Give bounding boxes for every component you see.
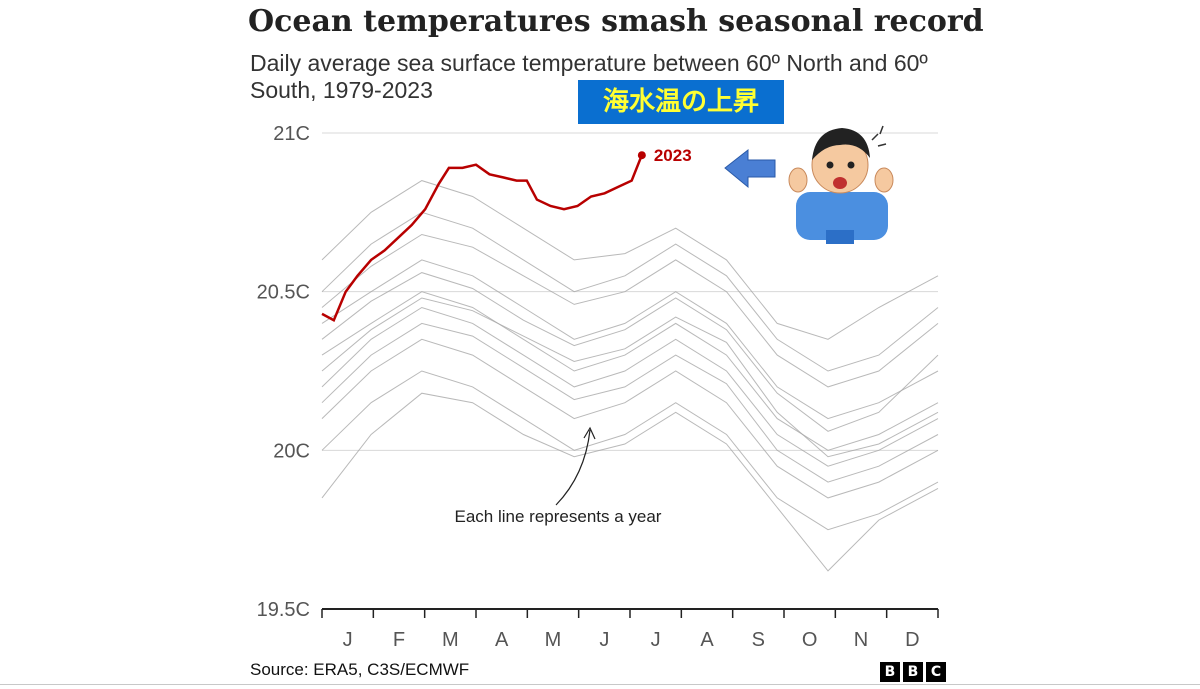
x-tick-label: N <box>854 629 868 651</box>
source-note: Source: ERA5, C3S/ECMWF <box>250 660 470 679</box>
year-line <box>321 392 939 572</box>
year-line <box>321 322 939 483</box>
year-line <box>321 291 939 451</box>
chart-title: Ocean temperatures smash seasonal record <box>248 4 984 39</box>
x-tick-label: J <box>599 629 609 651</box>
series-2023-label: 2023 <box>654 146 692 165</box>
logo-letter: C <box>926 662 946 682</box>
series-2023-line <box>321 154 643 322</box>
highlight-series-2023: 2023 <box>321 146 692 322</box>
y-tick-label: 20.5C <box>257 282 310 304</box>
series-2023-endpoint <box>637 151 646 160</box>
year-line <box>321 306 939 467</box>
logo-letter: B <box>880 662 900 682</box>
x-tick-label: A <box>700 629 714 651</box>
bbc-logo: B B C <box>880 662 946 682</box>
year-line <box>321 297 939 458</box>
chart-subtitle: Daily average sea surface temperature be… <box>250 50 928 103</box>
x-tick-label: M <box>545 629 562 651</box>
year-line <box>321 338 939 499</box>
x-tick-label: S <box>752 629 765 651</box>
year-line <box>321 259 939 420</box>
annotation-pointer <box>555 429 591 506</box>
year-line <box>321 180 939 340</box>
year-line <box>321 370 939 531</box>
y-tick-label: 21C <box>273 123 310 145</box>
bottom-edge-divider <box>0 684 1200 685</box>
x-tick-label: M <box>442 629 459 651</box>
annotation-each-line: Each line represents a year <box>455 507 662 526</box>
logo-letter: B <box>903 662 923 682</box>
year-line <box>321 272 939 432</box>
y-tick-label: 20C <box>273 440 310 462</box>
x-tick-label: D <box>905 629 919 651</box>
x-tick-label: F <box>393 629 405 651</box>
x-tick-label: J <box>343 629 353 651</box>
annotation-pointer-head <box>583 426 596 440</box>
y-tick-label: 19.5C <box>257 599 310 621</box>
gridlines: 21C 20.5C 20C 19.5C <box>257 123 938 621</box>
surprised-person-icon <box>788 125 894 244</box>
arrow-left-icon <box>724 148 776 189</box>
japanese-annotation-label: 海水温の上昇 <box>578 80 784 124</box>
x-tick-label: O <box>802 629 818 651</box>
x-tick-label: J <box>651 629 661 651</box>
year-line <box>321 233 939 388</box>
x-tick-label: A <box>495 629 509 651</box>
